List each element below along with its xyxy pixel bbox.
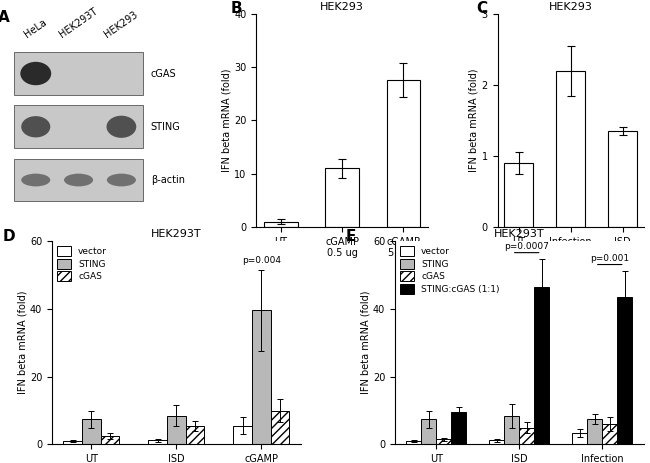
Bar — [534, 287, 549, 444]
Bar — [603, 424, 618, 444]
Bar — [618, 297, 632, 444]
Bar — [556, 71, 585, 227]
Text: E: E — [345, 229, 356, 244]
Bar — [573, 432, 588, 444]
Title: HEK293: HEK293 — [320, 2, 364, 12]
Title: HEK293T: HEK293T — [494, 229, 545, 238]
Bar — [101, 436, 120, 444]
Text: cGAS: cGAS — [151, 69, 176, 79]
Bar — [14, 52, 144, 95]
Bar — [421, 419, 436, 444]
Legend: vector, STING, cGAS, STING:cGAS (1:1): vector, STING, cGAS, STING:cGAS (1:1) — [400, 245, 500, 295]
Bar — [270, 411, 289, 444]
Ellipse shape — [21, 116, 50, 138]
Y-axis label: IFN beta mRNA (fold): IFN beta mRNA (fold) — [360, 291, 370, 394]
Bar — [264, 221, 298, 227]
Text: B: B — [231, 1, 242, 16]
Text: HEK293T: HEK293T — [58, 6, 99, 39]
Bar — [588, 419, 603, 444]
Bar — [63, 441, 82, 444]
Ellipse shape — [20, 62, 51, 85]
Bar — [252, 310, 270, 444]
Text: HeLa: HeLa — [23, 17, 49, 39]
Bar — [186, 426, 204, 444]
Bar — [82, 419, 101, 444]
Text: HEK293: HEK293 — [103, 9, 140, 39]
Ellipse shape — [64, 174, 93, 187]
Bar — [14, 159, 144, 201]
Bar — [436, 439, 451, 444]
Ellipse shape — [21, 174, 50, 187]
Text: A: A — [0, 10, 9, 25]
Ellipse shape — [107, 174, 136, 187]
Y-axis label: IFN beta mRNA (fold): IFN beta mRNA (fold) — [469, 69, 479, 172]
Ellipse shape — [107, 116, 136, 138]
Y-axis label: IFN beta mRNA (fold): IFN beta mRNA (fold) — [17, 291, 27, 394]
Text: p=0.0007: p=0.0007 — [504, 242, 549, 251]
Bar — [451, 412, 466, 444]
Text: C: C — [476, 1, 487, 16]
Bar — [387, 81, 420, 227]
Bar — [148, 440, 167, 444]
Title: HEK293T: HEK293T — [151, 229, 202, 238]
Bar — [406, 441, 421, 444]
Title: HEK293: HEK293 — [549, 2, 593, 12]
Text: STING: STING — [151, 122, 181, 132]
Y-axis label: IFN beta mRNA (fold): IFN beta mRNA (fold) — [222, 69, 231, 172]
Bar — [167, 416, 186, 444]
Bar — [504, 416, 519, 444]
Text: p=0.001: p=0.001 — [590, 254, 629, 263]
Bar — [519, 427, 534, 444]
Bar — [326, 168, 359, 227]
Text: p=0.004: p=0.004 — [242, 256, 281, 264]
Bar — [14, 106, 144, 148]
Bar — [608, 131, 637, 227]
Bar — [489, 440, 504, 444]
Bar — [233, 426, 252, 444]
Text: β-actin: β-actin — [151, 175, 185, 185]
Legend: vector, STING, cGAS: vector, STING, cGAS — [57, 245, 108, 282]
Bar — [504, 163, 533, 227]
Text: D: D — [3, 229, 15, 244]
